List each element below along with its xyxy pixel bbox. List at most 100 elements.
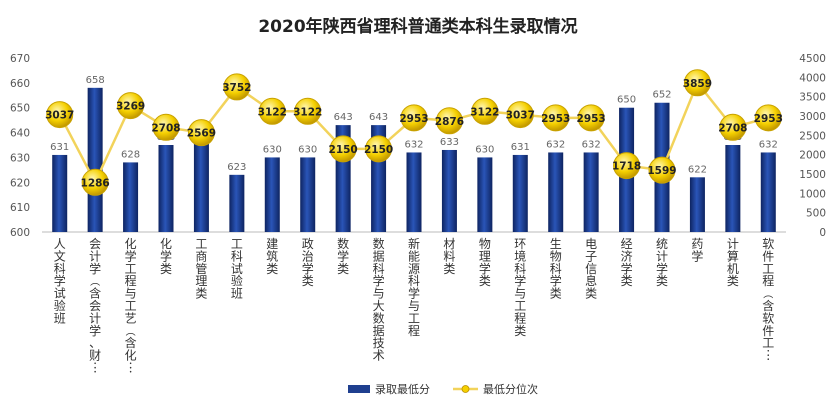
rank-value-label: 1718	[612, 161, 641, 173]
rank-value-label: 2953	[754, 113, 783, 125]
left-tick-label: 620	[10, 177, 30, 189]
category-label: 人文科学试验班	[54, 237, 66, 325]
category-label: 材料类	[443, 237, 455, 276]
rank-point	[46, 101, 74, 129]
category-label: 政治学类	[302, 237, 314, 288]
bar	[512, 154, 528, 232]
bar-series	[52, 87, 776, 232]
rank-value-label: 1599	[647, 165, 676, 177]
rank-point	[754, 104, 782, 132]
left-tick-label: 650	[10, 103, 30, 115]
right-tick-label: 1500	[799, 169, 826, 181]
right-tick-label: 500	[806, 208, 826, 220]
legend-line-label: 最低分位次	[483, 382, 538, 396]
bar	[548, 152, 564, 232]
right-tick-label: 3000	[799, 111, 826, 123]
rank-point	[329, 135, 357, 163]
category-label: 经济学类	[621, 237, 633, 288]
bar	[123, 162, 139, 232]
left-tick-label: 610	[10, 202, 30, 214]
left-tick-label: 600	[10, 227, 30, 239]
bar	[689, 177, 705, 232]
rank-value-label: 3122	[293, 106, 322, 118]
legend-line-marker	[461, 385, 470, 393]
rank-value-label: 3037	[45, 110, 74, 122]
rank-value-label: 3122	[470, 106, 499, 118]
category-label: 化学类	[160, 237, 172, 276]
rank-point	[577, 104, 605, 132]
bar	[300, 157, 316, 232]
rank-point	[258, 97, 286, 125]
rank-value-label: 1286	[81, 177, 110, 189]
rank-point	[648, 156, 676, 184]
category-label: 数学类	[337, 236, 349, 276]
category-label: 工商管理类	[195, 237, 207, 301]
rank-value-label: 3037	[506, 110, 535, 122]
right-tick-label: 3500	[799, 92, 826, 104]
rank-value-label: 2150	[329, 144, 358, 156]
bar	[441, 149, 457, 232]
rank-point	[471, 97, 499, 125]
bar-value-label: 628	[121, 149, 140, 160]
bar-value-label: 632	[546, 139, 565, 150]
rank-value-label: 3752	[222, 82, 251, 94]
left-tick-label: 660	[10, 78, 30, 90]
bar-value-label: 622	[688, 164, 707, 175]
rank-point	[683, 69, 711, 97]
rank-point	[117, 92, 145, 120]
rank-point	[435, 107, 463, 135]
bar-value-label: 633	[440, 137, 459, 148]
category-label: 会计学︵含会计学、财︙	[89, 237, 101, 375]
bar-value-label: 630	[263, 144, 282, 155]
right-tick-label: 2500	[799, 130, 826, 142]
rank-value-label: 3859	[683, 78, 712, 90]
bar	[229, 174, 245, 232]
category-label: 物理学类	[479, 237, 491, 288]
chart-title: 2020年陕西省理科普通类本科生录取情况	[258, 16, 577, 37]
category-label: 计算机类	[727, 237, 739, 288]
rank-point	[223, 73, 251, 101]
category-label: 药学	[691, 237, 703, 263]
rank-point	[506, 101, 534, 129]
rank-point	[613, 152, 641, 180]
bar-value-label: 631	[50, 142, 69, 153]
category-label: 生物科学类	[550, 237, 562, 301]
right-tick-label: 2000	[799, 150, 826, 162]
bar	[158, 145, 174, 232]
bar-value-label: 632	[759, 139, 778, 150]
rank-value-label: 2708	[151, 122, 180, 134]
right-axis: 0 500 1000 1500 2000 2500 3000 3500 4000 4500	[799, 53, 826, 239]
bar-value-label: 632	[404, 139, 423, 150]
category-labels: 人文科学试验班 会计学︵含会计学、财︙ 化学工程与工艺︵含化︙ 化学类 工商管理类 工科试…	[54, 236, 775, 375]
category-label: 电子信息类	[585, 237, 597, 301]
bar-value-label: 630	[475, 144, 494, 155]
category-label: 软件工程︵含软件工︙	[762, 237, 774, 363]
rank-value-label: 2953	[541, 113, 570, 125]
bar	[406, 152, 422, 232]
right-tick-label: 4500	[799, 53, 826, 65]
bar	[725, 145, 741, 232]
category-label: 数据科学与大数据技术	[373, 236, 385, 363]
left-tick-label: 670	[10, 53, 30, 65]
rank-point	[294, 97, 322, 125]
bar	[193, 140, 209, 232]
bar	[477, 157, 493, 232]
category-label: 环境科学与工程类	[514, 237, 526, 338]
bar	[760, 152, 776, 232]
rank-value-label: 2953	[577, 113, 606, 125]
bar-value-label: 650	[617, 95, 636, 106]
rank-point	[365, 135, 393, 163]
rank-value-label: 2876	[435, 116, 464, 128]
rank-point	[719, 113, 747, 141]
right-tick-label: 0	[819, 227, 826, 239]
bar-value-label: 658	[86, 75, 105, 86]
left-tick-label: 630	[10, 152, 30, 164]
bar	[52, 154, 68, 232]
rank-value-label: 3269	[116, 101, 145, 113]
category-label: 新能源科学与工程	[408, 236, 420, 338]
rank-point	[81, 168, 109, 196]
rank-point	[542, 104, 570, 132]
rank-value-label: 2708	[718, 122, 747, 134]
